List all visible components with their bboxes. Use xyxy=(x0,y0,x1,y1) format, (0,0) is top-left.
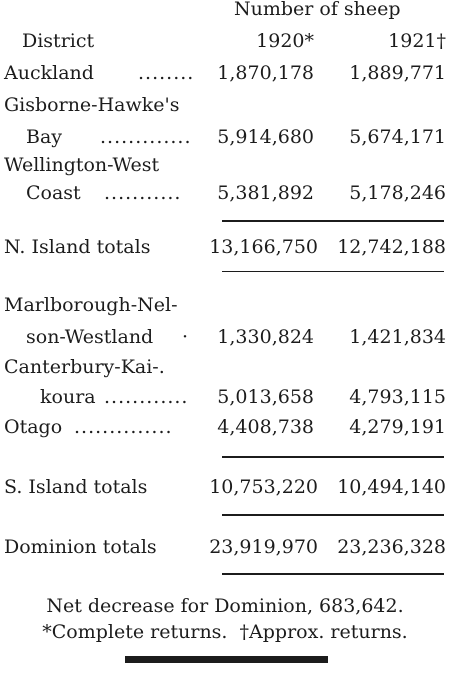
closing-rule xyxy=(125,656,328,663)
sheep-count-1921: 1,889,771 xyxy=(349,62,446,84)
total-1920: 23,919,970 xyxy=(209,536,318,558)
leader-dots: ............. xyxy=(100,126,192,148)
sheep-count-1921: 5,674,171 xyxy=(349,126,446,148)
sheep-count-1921: 4,793,115 xyxy=(349,386,446,408)
total-rule xyxy=(222,573,444,575)
year-1921-header: 1921† xyxy=(388,30,446,52)
district-name: Canterbury-Kai-. xyxy=(4,356,165,378)
total-label: N. Island totals xyxy=(4,236,151,258)
district-name-continued: Bay xyxy=(26,126,63,148)
total-1920: 13,166,750 xyxy=(209,236,318,258)
total-rule xyxy=(222,220,444,222)
leader-dots: ........ xyxy=(138,62,195,84)
sheep-count-1920: 5,013,658 xyxy=(217,386,314,408)
district-name: Gisborne-Hawke's xyxy=(4,94,180,116)
section-rule xyxy=(222,514,444,516)
total-1920: 10,753,220 xyxy=(209,476,318,498)
sheep-count-1921: 4,279,191 xyxy=(349,416,446,438)
total-label: S. Island totals xyxy=(4,476,148,498)
net-decrease-note: Net decrease for Dominion, 683,642. xyxy=(46,595,404,617)
district-name: Marlborough-Nel- xyxy=(4,294,178,316)
sheep-count-1921: 1,421,834 xyxy=(349,326,446,348)
sheep-count-1920: 1,330,824 xyxy=(217,326,314,348)
district-name: Otago xyxy=(4,416,63,438)
sheep-count-1920: 5,381,892 xyxy=(217,182,314,204)
district-name: Wellington-West xyxy=(4,154,160,176)
leader-dots: ............ xyxy=(104,386,189,408)
total-label: Dominion totals xyxy=(4,536,157,558)
sheep-count-1920: 5,914,680 xyxy=(217,126,314,148)
district-name: Auckland xyxy=(4,62,94,84)
year-1920-header: 1920* xyxy=(256,30,314,52)
total-1921: 12,742,188 xyxy=(337,236,446,258)
total-1921: 23,236,328 xyxy=(337,536,446,558)
total-rule xyxy=(222,456,444,458)
district-name-continued: koura xyxy=(40,386,96,408)
sheep-count-1920: 1,870,178 xyxy=(217,62,314,84)
district-name-continued: son-Westland xyxy=(26,326,154,348)
footnotes: *Complete returns. †Approx. returns. xyxy=(42,621,408,643)
section-rule xyxy=(222,271,444,272)
sheep-count-1921: 5,178,246 xyxy=(349,182,446,204)
leader-dots: ........... xyxy=(104,182,182,204)
district-header: District xyxy=(22,30,95,52)
leader-dots: .............. xyxy=(74,416,173,438)
total-1921: 10,494,140 xyxy=(337,476,446,498)
district-name-continued: Coast xyxy=(26,182,81,204)
leader-dots: · xyxy=(182,326,189,348)
sheep-count-1920: 4,408,738 xyxy=(217,416,314,438)
group-header: Number of sheep xyxy=(234,0,401,20)
